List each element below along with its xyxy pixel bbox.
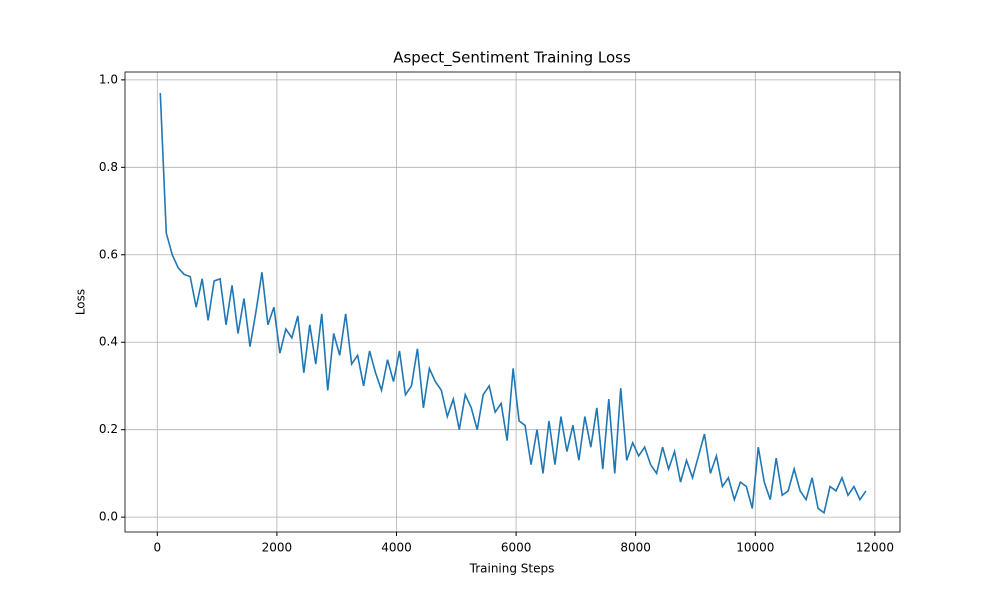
x-tick-label: 6000: [501, 541, 532, 555]
y-tick-label: 0.8: [99, 160, 118, 174]
y-axis-label: Loss: [74, 289, 88, 315]
y-tick-label: 1.0: [99, 72, 118, 86]
x-tick-label: 2000: [262, 541, 293, 555]
x-tick-label: 10000: [736, 541, 774, 555]
x-tick-label: 0: [153, 541, 161, 555]
y-tick-label: 0.4: [99, 335, 118, 349]
line-series: [159, 92, 867, 515]
x-tick-label: 4000: [381, 541, 412, 555]
plot-frame: [124, 71, 901, 533]
y-tick-label: 0.2: [99, 422, 118, 436]
x-tick-label: 12000: [856, 541, 894, 555]
x-tick-label: 8000: [620, 541, 651, 555]
y-tick-label: 0.0: [99, 510, 118, 524]
y-tick-label: 0.6: [99, 247, 118, 261]
x-axis-label: Training Steps: [469, 562, 555, 576]
chart-title: Aspect_Sentiment Training Loss: [393, 49, 631, 68]
